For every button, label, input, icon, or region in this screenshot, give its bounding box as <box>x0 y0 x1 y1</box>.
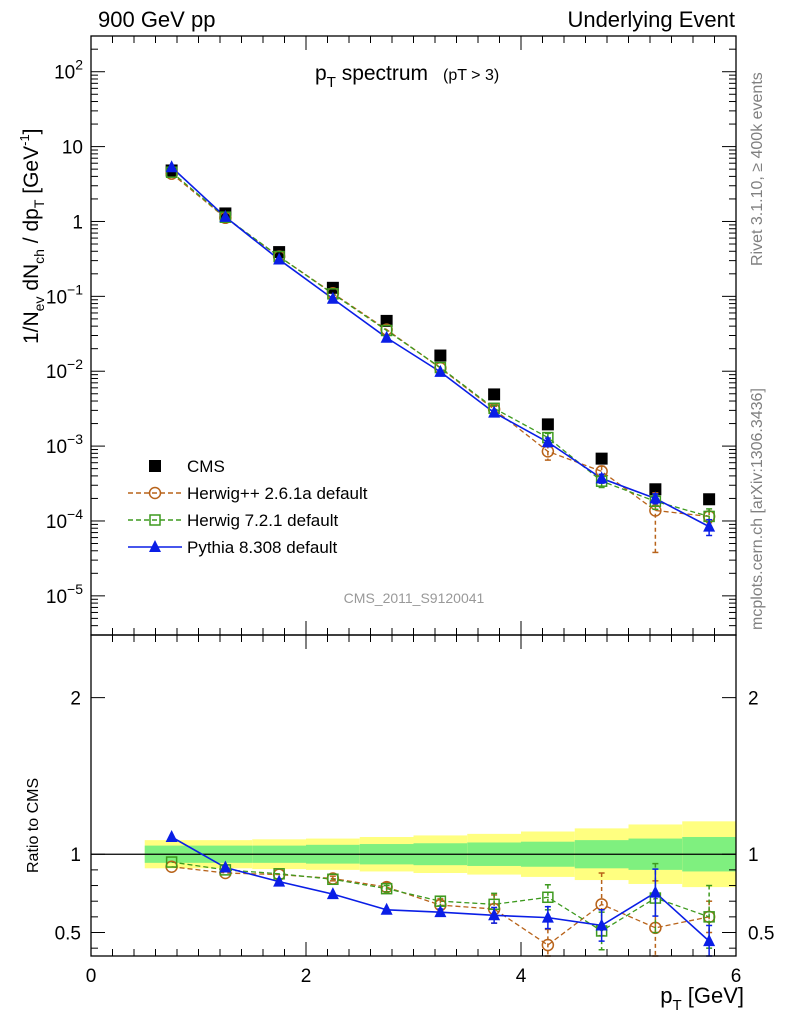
plot-title-rest: spectrum <box>336 62 428 85</box>
herwig-7-2-1-default-ratio-point <box>327 873 339 886</box>
pythia-8-308-default-ratio-point <box>488 908 501 921</box>
main-y-tick-label: 10−3 <box>46 431 83 458</box>
x-tick-label: 6 <box>731 966 742 987</box>
cms-main-point <box>434 349 447 362</box>
legend-marker-pythia-8-308-default <box>149 540 161 552</box>
legend: CMS Herwig++ 2.6.1a default Herwig 7.2.1 d… <box>128 457 368 557</box>
pythia-8-308-default-main-point <box>326 291 339 304</box>
pythia-8-308-default-ratio-point <box>595 918 608 931</box>
herwig-7-2-1-default-ratio-point <box>165 856 178 868</box>
pythia-8-308-default-ratio-point <box>273 874 286 887</box>
pythia-8-308-default-main-point <box>488 405 501 418</box>
legend-marker-herwig-7-2-1-default <box>149 514 161 526</box>
ratio-plot-panel: 0.5 0.5 1 1 2 2 0 2 4 6 Ratio to CMS pT [GeV] <box>25 634 774 1014</box>
pythia-8-308-default-ratio-point <box>219 860 232 873</box>
pythia-8-308-default-main-point <box>541 435 554 448</box>
main-y-tick-label: 10 <box>62 138 83 159</box>
legend-label-herwig-7-2-1-default: Herwig 7.2.1 default <box>187 511 338 530</box>
x-axis-label-main: p <box>660 983 672 1008</box>
header-right-label: Underlying Event <box>567 7 735 32</box>
main-y-axis-label: 1/Nev dNch / dpT [GeV-1] <box>17 128 47 344</box>
plot-title-sub: T <box>327 74 336 91</box>
cms-main-point <box>380 314 393 327</box>
pythia-8-308-default-main-point <box>219 209 232 222</box>
legend-label-herwig-2-6-1a-default: Herwig++ 2.6.1a default <box>187 484 368 503</box>
pythia-8-308-default-main-point <box>434 364 447 377</box>
herwig-7-2-1-default-ratio-point <box>542 891 554 904</box>
cms-main-point <box>488 388 501 401</box>
pythia-8-308-default-ratio-point <box>703 934 716 947</box>
pythia-8-308-default-main-point <box>703 519 716 532</box>
x-axis-label-sub: T <box>672 997 681 1014</box>
pythia-8-308-default-main-point <box>273 252 286 265</box>
main-y-tick-label: 10−4 <box>46 506 83 533</box>
x-tick-label: 2 <box>301 966 312 987</box>
herwig-7-2-1-default-main-line <box>171 171 710 518</box>
herwig-7-2-1-default-ratio-point <box>380 882 393 895</box>
rivet-version-label: Rivet 3.1.10, ≥ 400k events <box>749 72 766 266</box>
herwig-2-6-1a-default-ratio-point <box>541 938 555 952</box>
cms-main-point <box>541 418 554 431</box>
main-y-tick-label: 1 <box>72 212 83 233</box>
herwig-7-2-1-default-ratio-line <box>171 861 710 932</box>
pythia-8-308-default-ratio-point <box>165 829 178 842</box>
pythia-8-308-default-ratio-point <box>380 902 393 915</box>
main-plot-panel: 10−5 10−4 10−3 10−2 10−1 1 10 102 pT spectrum (… <box>17 35 737 636</box>
pythia-8-308-default-main-line <box>171 166 710 528</box>
pythia-8-308-default-main-point <box>649 491 662 504</box>
x-tick-label: 4 <box>516 966 527 987</box>
main-y-tick-label: 10−5 <box>46 581 83 608</box>
cms-main-point <box>595 452 608 465</box>
ratio-y-tick-label-right: 1 <box>748 845 759 866</box>
x-axis-label-rest: [GeV] <box>682 983 744 1008</box>
pythia-8-308-default-main-point <box>380 330 393 343</box>
header-left-label: 900 GeV pp <box>98 7 215 32</box>
herwig-2-6-1a-default-main-line <box>171 173 710 518</box>
legend-marker-herwig-2-6-1a-default <box>148 486 162 500</box>
legend-label-cms: CMS <box>187 457 225 476</box>
ratio-y-tick-label-left: 2 <box>70 689 81 710</box>
legend-label-pythia-8-308-default: Pythia 8.308 default <box>187 538 338 557</box>
ratio-y-tick-label-right: 0.5 <box>748 924 774 945</box>
plot-title-cut: (pT > 3) <box>443 67 499 84</box>
herwig-7-2-1-default-ratio-point <box>703 911 715 923</box>
ratio-plot-frame <box>90 634 737 957</box>
x-tick-label: 0 <box>86 966 97 987</box>
main-y-tick-label: 102 <box>54 57 83 84</box>
pythia-8-308-default-ratio-point <box>434 905 447 918</box>
main-y-tick-label: 10−1 <box>46 281 83 308</box>
x-axis-label: pT [GeV] <box>660 983 744 1014</box>
main-y-tick-label: 10−2 <box>46 356 83 383</box>
plot-title-main: p <box>315 62 327 85</box>
ratio-y-tick-label-left: 1 <box>70 845 81 866</box>
plot-title: pT spectrum <box>315 62 428 91</box>
ratio-y-tick-label-right: 2 <box>748 689 759 710</box>
pythia-8-308-default-main-point <box>165 160 178 173</box>
pythia-8-308-default-ratio-point <box>649 885 662 898</box>
mcplots-citation-label: mcplots.cern.ch [arXiv:1306.3436] <box>749 388 766 630</box>
pythia-8-308-default-main-point <box>595 471 608 484</box>
pythia-8-308-default-ratio-point <box>541 910 554 923</box>
ratio-y-axis-label: Ratio to CMS <box>25 778 42 873</box>
legend-marker-cms <box>149 460 161 472</box>
watermark-label: CMS_2011_S9120041 <box>344 590 485 606</box>
ratio-y-tick-label-left: 0.5 <box>55 924 81 945</box>
cms-main-point <box>703 493 716 506</box>
pythia-8-308-default-ratio-point <box>326 887 339 900</box>
